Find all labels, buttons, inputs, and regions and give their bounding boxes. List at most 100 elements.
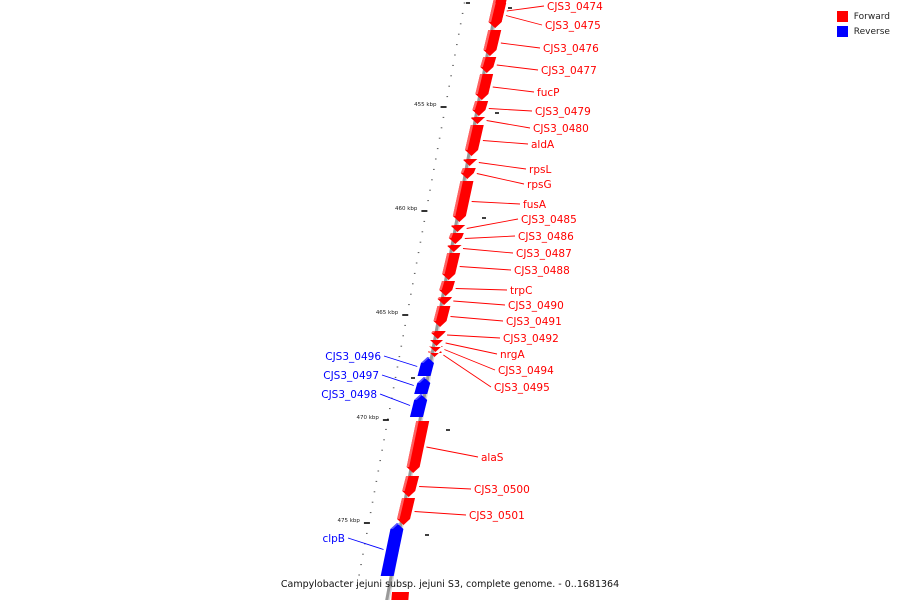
gene-label: CJS3_0474: [547, 1, 603, 13]
gene-arrow[interactable]: [460, 168, 476, 179]
gene-label: CJS3_0501: [469, 510, 525, 522]
gene-clpB[interactable]: [380, 523, 404, 576]
gene-CJS3_0492[interactable]: [431, 331, 446, 339]
leader-line: [505, 15, 543, 26]
tick-label: 470 kbp: [356, 415, 379, 421]
gene-CJS3_0494[interactable]: [428, 346, 443, 352]
gene-CJS3_0491[interactable]: [433, 306, 451, 327]
gene-label: CJS3_0495: [494, 382, 550, 394]
gene-highlight: [463, 159, 467, 160]
gene-label: CJS3_0488: [514, 265, 570, 277]
gene-arrow[interactable]: [414, 377, 431, 394]
leader-line: [419, 486, 472, 490]
gene-highlight: [460, 168, 466, 173]
gene-CJS3_0486[interactable]: [448, 233, 464, 244]
gene-arrow[interactable]: [430, 340, 445, 346]
gene-label: fucP: [537, 87, 559, 99]
label-leaders: [347, 5, 545, 550]
gene-label: CJS3_0490: [508, 300, 564, 312]
gene-label: CJS3_0475: [545, 20, 601, 32]
gene-CJS3_0497[interactable]: [414, 377, 431, 394]
gene-highlight: [433, 306, 440, 321]
gene-highlight: [470, 117, 475, 118]
gene-CJS3_0500[interactable]: [402, 476, 420, 497]
gene-CJS3_0479[interactable]: [472, 101, 489, 116]
genome-caption: Campylobacter jejuni subsp. jejuni S3, c…: [280, 579, 620, 590]
gene-highlight: [428, 346, 433, 347]
gene-label: CJS3_0496: [325, 351, 381, 363]
gene-CJS3_0498[interactable]: [409, 394, 428, 417]
gene-arrow[interactable]: [431, 331, 446, 339]
gene-rpsG[interactable]: [460, 168, 476, 179]
gene-highlight: [417, 377, 427, 383]
gene-aldA[interactable]: [465, 125, 484, 156]
gene-label: alaS: [481, 452, 504, 464]
gene-highlight: [480, 57, 486, 67]
gene-CJS3_0480[interactable]: [470, 117, 486, 124]
leader-line: [488, 108, 533, 112]
legend-forward-label: Forward: [853, 11, 890, 22]
gene-arrow[interactable]: [463, 159, 478, 166]
gene-alaS[interactable]: [406, 421, 430, 473]
gene-arrow[interactable]: [451, 225, 466, 232]
gene-arrow[interactable]: [470, 117, 486, 124]
gene-arrow[interactable]: [437, 297, 453, 305]
gene-arrow[interactable]: [428, 346, 443, 352]
gene-CJS3_0475[interactable]: [488, 3, 507, 28]
gene-CJS3_0495[interactable]: [428, 351, 442, 357]
leader-line: [466, 218, 519, 229]
gene-highlight: [390, 523, 400, 529]
gene-CJS3_0490[interactable]: [437, 297, 453, 305]
gene-arrow[interactable]: [447, 245, 462, 252]
leader-line: [459, 266, 512, 271]
gene-CJS3_0485[interactable]: [451, 225, 466, 232]
gene-arrow[interactable]: [428, 351, 442, 357]
gene-label: clpB: [322, 533, 345, 545]
leader-line: [383, 355, 418, 367]
leader-line: [476, 173, 525, 185]
gene-highlight: [431, 331, 436, 333]
gene-label: CJS3_0477: [541, 65, 597, 77]
leader-line: [482, 140, 529, 145]
gene-CJS3_0477[interactable]: [480, 57, 497, 73]
gene-highlight: [465, 125, 474, 150]
tick-label: 475 kbp: [337, 518, 360, 524]
gene-label: CJS3_0480: [533, 123, 589, 135]
gene-arrow[interactable]: [417, 357, 435, 376]
gene-highlight: [488, 3, 496, 22]
gene-nrgA[interactable]: [430, 340, 445, 346]
gene-CJS3_0496[interactable]: [417, 357, 435, 376]
gene-rpsL[interactable]: [463, 159, 478, 166]
gene-arrow[interactable]: [406, 421, 430, 473]
gene-highlight: [414, 394, 424, 400]
gene-cutoff-arrow: [391, 592, 409, 600]
leader-line: [486, 120, 531, 129]
legend-reverse-label: Reverse: [853, 26, 890, 37]
gene-label: CJS3_0500: [474, 484, 530, 496]
gene-fucP[interactable]: [475, 74, 494, 100]
gene-highlight: [421, 357, 430, 363]
gene-arrow[interactable]: [452, 181, 474, 222]
gene-highlight: [442, 253, 450, 274]
gene-label: rpsL: [529, 164, 551, 176]
gene-label: CJS3_0485: [521, 214, 577, 226]
gene-CJS3_0476[interactable]: [483, 30, 502, 56]
gene-highlight: [439, 281, 445, 290]
gene-fusA[interactable]: [452, 181, 474, 222]
leader-line: [426, 446, 479, 458]
gene-arrow[interactable]: [380, 523, 404, 576]
gene-highlight: [437, 297, 442, 299]
gene-CJS3_0488[interactable]: [442, 253, 461, 280]
gene-arrow[interactable]: [448, 233, 464, 244]
gene-arrow[interactable]: [409, 394, 428, 417]
legend-reverse: Reverse: [836, 24, 890, 39]
gene-trpC[interactable]: [439, 281, 455, 296]
gene-label: CJS3_0479: [535, 106, 591, 118]
gene-CJS3_0501[interactable]: [397, 498, 416, 525]
gene-label: rpsG: [527, 179, 552, 191]
gene-CJS3_0487[interactable]: [447, 245, 462, 252]
gene-label: fusA: [523, 199, 547, 211]
tick-label: 455 kbp: [414, 102, 437, 108]
legend: Forward Reverse: [836, 9, 890, 39]
gene-highlight: [472, 101, 478, 110]
